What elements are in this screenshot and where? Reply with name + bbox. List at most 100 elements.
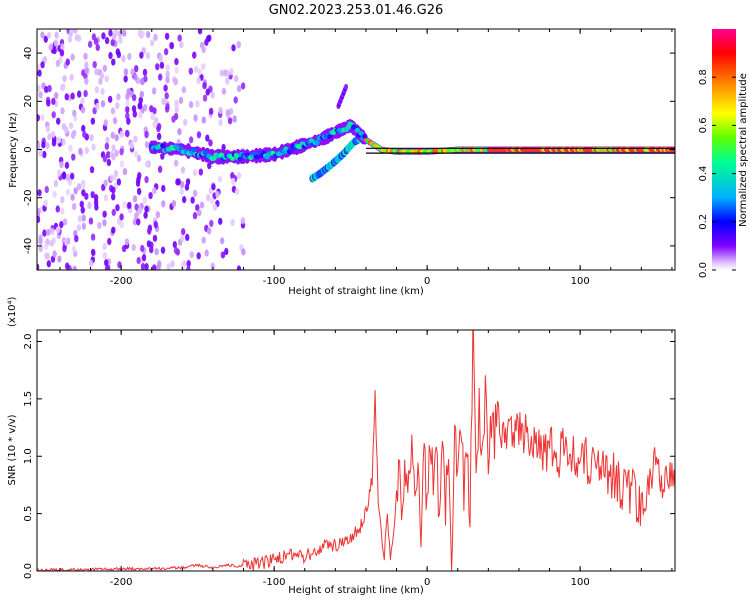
noise-speckle [119,213,124,221]
noise-speckle [68,144,73,152]
noise-speckle [195,100,200,108]
x-tick-label: 0 [424,577,430,588]
noise-speckle [111,33,117,41]
noise-speckle [231,44,236,52]
noise-speckle [180,228,186,236]
noise-speckle [180,262,186,270]
y-tick-label: 1.0 [23,448,34,464]
noise-speckle [201,236,206,244]
noise-speckle [142,196,147,205]
noise-speckle [77,215,83,223]
noise-speckle [70,53,75,61]
spectrogram-y-label: Frequency (Hz) [8,112,19,188]
noise-speckle [104,36,110,45]
noise-speckle [202,82,207,90]
spectrogram-x-label: Height of straight line (km) [288,286,424,297]
noise-speckle [102,210,107,218]
noise-speckle [157,73,163,81]
noise-speckle [178,96,184,105]
colorbar-ticks: 0.0 0.2 0.4 0.6 0.8 [698,69,736,278]
snr-series-line [37,330,675,571]
noise-speckle [80,106,86,114]
noise-speckle [179,187,184,196]
noise-speckle [123,75,128,83]
colorbar-label: Normalized spectral amplitude [738,73,749,227]
noise-speckle [89,166,95,174]
noise-speckle [147,227,152,235]
noise-speckle [100,100,106,108]
noise-speckle [90,191,95,199]
noise-speckle [143,211,148,219]
noise-speckle [73,187,78,195]
noise-speckle [134,65,139,73]
noise-speckle [94,68,99,76]
x-tick-label: 0 [424,276,430,287]
noise-speckle [185,233,190,241]
noise-speckle [102,252,108,260]
noise-speckle [138,96,143,104]
noise-speckle [112,117,118,125]
noise-speckle [110,193,116,201]
noise-speckle [228,107,234,116]
noise-speckle [90,248,96,256]
noise-speckle [231,177,236,186]
noise-speckle [186,265,191,270]
noise-speckle [87,201,92,210]
y-tick-label: 0 [23,146,34,152]
noise-speckle [40,113,45,122]
noise-speckle [80,206,85,214]
noise-speckle [104,75,109,83]
y-tick-label: 40 [23,47,34,60]
noise-speckle [73,29,78,34]
noise-speckle [144,160,150,168]
noise-speckle [69,73,74,81]
noise-speckle [94,86,100,94]
trace-core [229,156,236,161]
noise-speckle [83,52,88,60]
noise-speckle [82,130,87,139]
noise-speckle [111,58,116,66]
trace-core [202,150,208,156]
noise-speckle [160,246,166,254]
noise-speckle [233,96,238,104]
noise-speckle [196,131,202,139]
noise-speckle [197,29,203,35]
noise-speckle [90,117,96,125]
noise-speckle [121,29,127,37]
trace-core [191,147,197,153]
noise-speckle [84,192,89,200]
noise-speckle [56,136,62,144]
y-tick-label: -40 [23,238,34,254]
noise-speckle [173,159,179,167]
noise-speckle [197,209,202,217]
noise-speckle [173,246,179,255]
noise-speckle [38,244,43,253]
noise-speckle [37,263,40,270]
noise-speckle [84,147,90,155]
noise-speckle [70,193,75,201]
noise-speckle [174,105,179,113]
trace-core [237,156,243,162]
noise-speckle [72,202,77,211]
noise-speckle [110,39,115,47]
noise-speckle [164,92,169,100]
noise-speckle [61,138,66,146]
noise-speckle [144,263,149,270]
noise-speckle [48,43,53,51]
noise-speckle [50,130,56,139]
noise-speckle [174,99,179,107]
noise-speckle [55,226,61,234]
noise-speckle [189,251,194,259]
noise-speckle [103,179,108,187]
noise-speckle [97,221,102,230]
noise-speckle [66,237,71,245]
noise-speckle [104,142,110,150]
noise-speckle [149,39,155,47]
noise-speckle [149,105,154,113]
noise-speckle [89,134,94,142]
noise-speckle [225,70,230,78]
noise-speckle [161,97,166,106]
noise-speckle [196,76,201,85]
noise-speckle [119,130,124,138]
